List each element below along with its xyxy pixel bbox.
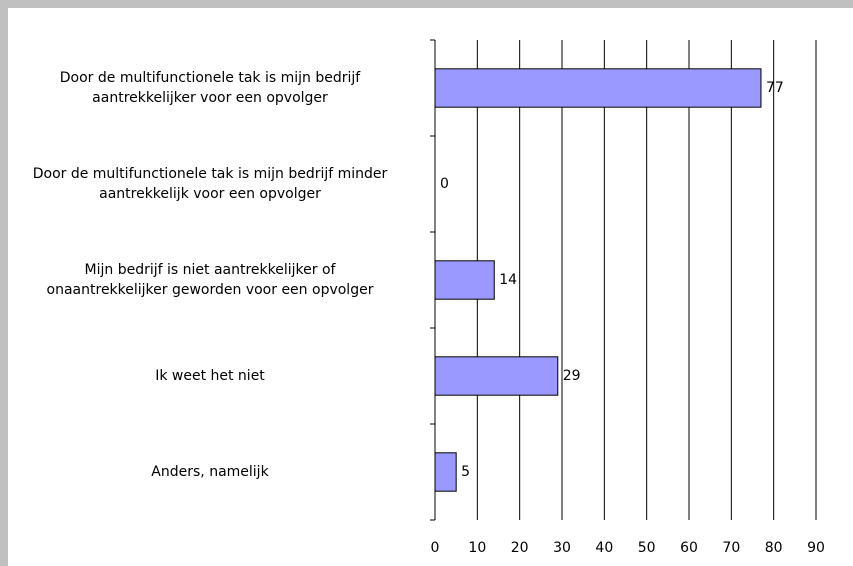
bar (434, 356, 559, 396)
value-label: 5 (461, 464, 470, 480)
x-tick-label: 90 (807, 540, 825, 556)
y-tick-label: Anders, namelijk (151, 464, 269, 480)
x-tick-label: 40 (595, 540, 613, 556)
bar (434, 452, 457, 492)
x-tick-label: 50 (638, 540, 656, 556)
x-tick-label: 60 (680, 540, 698, 556)
x-tick-label: 30 (553, 540, 571, 556)
value-label: 29 (563, 368, 581, 384)
x-tick-label: 70 (722, 540, 740, 556)
y-tick-label: Ik weet het niet (155, 368, 265, 384)
bar (434, 68, 762, 108)
y-tick-label: Mijn bedrijf is niet aantrekkelijker of … (46, 262, 374, 298)
y-tick-label: Door de multifunctionele tak is mijn bed… (59, 70, 361, 106)
x-tick-label: 80 (765, 540, 783, 556)
x-tick-label: 10 (468, 540, 486, 556)
value-label: 77 (766, 80, 784, 96)
y-tick-label: Door de multifunctionele tak is mijn bed… (32, 166, 388, 202)
value-label: 0 (440, 176, 449, 192)
x-tick-label: 20 (511, 540, 529, 556)
x-tick-label: 0 (431, 540, 440, 556)
value-label: 14 (499, 272, 517, 288)
bar (434, 260, 495, 300)
